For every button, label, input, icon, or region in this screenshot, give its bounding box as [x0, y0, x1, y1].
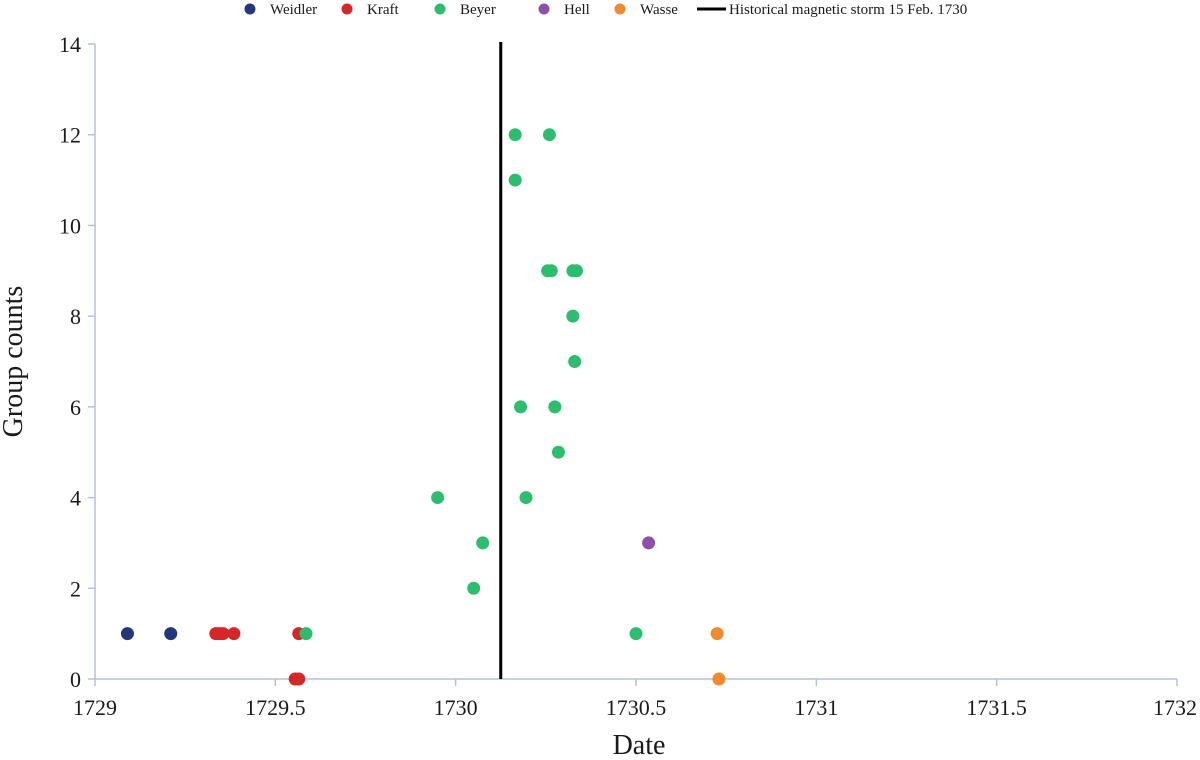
- x-axis-ticks: 1729 1729.5 1730 1730.5 1731 1731.5 1732: [73, 679, 1197, 720]
- x-tick-label: 1731.5: [966, 695, 1027, 720]
- y-tick-label: 0: [70, 667, 81, 692]
- y-axis-ticks: 0 2 4 6 8 10 12 14: [59, 32, 95, 692]
- y-tick-label: 4: [70, 486, 81, 511]
- point-wasse: [712, 672, 726, 686]
- point-beyer: [568, 355, 582, 368]
- legend-marker-weidler: [244, 3, 256, 15]
- point-beyer: [551, 445, 565, 459]
- x-axis-title: Date: [613, 730, 666, 760]
- point-beyer: [476, 536, 490, 550]
- point-beyer: [508, 173, 522, 187]
- legend: Weidler Kraft Beyer Hell Wasse Historical mag…: [244, 2, 967, 18]
- legend-marker-kraft: [341, 3, 353, 15]
- x-tick-label: 1732: [1153, 695, 1197, 720]
- legend-label-hell: Hell: [564, 2, 590, 18]
- legend-label-beyer: Beyer: [460, 2, 496, 18]
- y-tick-label: 8: [70, 304, 81, 329]
- x-tick-label: 1729.5: [245, 695, 306, 720]
- point-beyer: [514, 400, 528, 414]
- legend-label-wasse: Wasse: [640, 2, 678, 18]
- point-beyer: [569, 264, 583, 278]
- point-weidler: [120, 627, 134, 641]
- point-kraft: [216, 627, 230, 641]
- point-beyer: [544, 264, 558, 278]
- y-axis-title: Group counts: [0, 286, 29, 438]
- y-tick-label: 12: [59, 123, 81, 148]
- legend-label-kraft: Kraft: [367, 2, 399, 18]
- point-kraft: [227, 627, 241, 641]
- point-beyer: [548, 400, 562, 414]
- x-tick-label: 1730.5: [606, 695, 667, 720]
- legend-marker-beyer: [434, 3, 446, 15]
- point-hell: [642, 536, 656, 550]
- x-tick-label: 1729: [73, 695, 117, 720]
- legend-marker-hell: [538, 3, 550, 15]
- point-kraft: [292, 672, 306, 686]
- point-beyer: [431, 491, 445, 505]
- point-beyer: [467, 581, 481, 595]
- point-beyer: [542, 128, 556, 142]
- legend-label-storm-line: Historical magnetic storm 15 Feb. 1730: [729, 2, 967, 18]
- y-tick-label: 14: [59, 32, 81, 57]
- point-beyer: [519, 491, 533, 505]
- point-beyer: [299, 627, 313, 641]
- point-wasse: [710, 627, 724, 641]
- point-beyer: [629, 627, 643, 641]
- y-tick-label: 10: [59, 213, 81, 238]
- point-beyer: [508, 128, 522, 142]
- data-points: [120, 128, 726, 686]
- x-tick-label: 1730: [434, 695, 478, 720]
- point-beyer: [566, 309, 580, 323]
- point-weidler: [164, 627, 178, 641]
- x-tick-label: 1731: [794, 695, 838, 720]
- legend-marker-wasse: [614, 3, 626, 15]
- y-tick-label: 6: [70, 395, 81, 420]
- legend-label-weidler: Weidler: [270, 2, 317, 18]
- y-tick-label: 2: [70, 576, 81, 601]
